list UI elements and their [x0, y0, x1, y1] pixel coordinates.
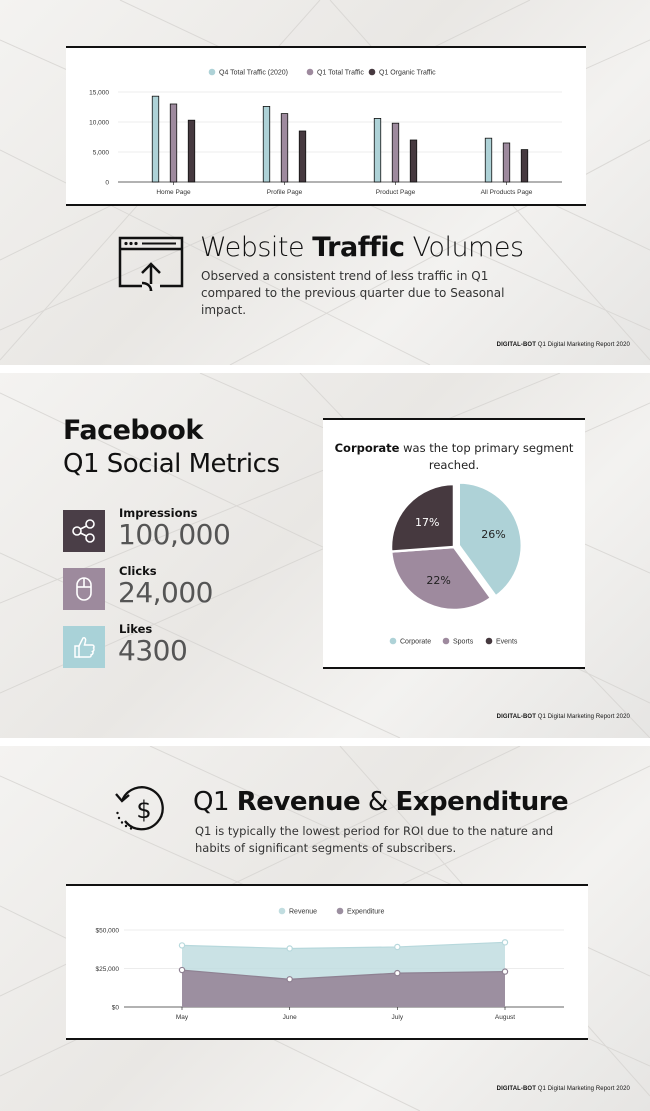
pie-value-label: 17% — [415, 516, 439, 529]
y-tick-label: $0 — [112, 1005, 120, 1012]
data-point — [394, 943, 401, 951]
x-tick-label: Product Page — [376, 189, 416, 196]
metric-label: Impressions — [119, 506, 198, 520]
traffic-subtitle: Observed a consistent trend of less traf… — [201, 269, 505, 317]
x-tick-label: June — [283, 1014, 297, 1021]
bar — [187, 119, 196, 183]
share-icon — [63, 510, 105, 552]
bar — [409, 139, 418, 183]
y-tick-label: $50,000 — [96, 928, 120, 935]
bar — [169, 103, 178, 183]
x-tick-label: Home Page — [156, 189, 191, 196]
dollar-cycle-icon: $ — [115, 786, 164, 831]
legend-marker — [306, 68, 314, 76]
pie-value-label: 26% — [481, 528, 505, 541]
data-point — [501, 939, 509, 946]
x-tick-label: May — [176, 1014, 189, 1021]
x-tick-label: July — [392, 1014, 404, 1021]
facebook-subtitle: Q1 Social Metrics — [63, 449, 280, 479]
bar — [520, 149, 529, 183]
legend-marker — [278, 907, 286, 915]
legend-marker — [336, 907, 344, 915]
traffic-panel: Q4 Total Traffic (2020) Q1 Total Traffic Q… — [0, 0, 650, 365]
svg-text:$: $ — [136, 796, 151, 824]
metric-value: 4300 — [118, 634, 188, 667]
metric-value: 24,000 — [118, 576, 213, 609]
metric-likes: Likes 4300 — [63, 622, 303, 669]
bar — [391, 122, 400, 183]
browser-upload-icon — [118, 236, 184, 292]
pie-title: Corporate was the top primary segment re… — [334, 441, 574, 472]
footer: DIGITAL-BOT Q1 Digital Marketing Report … — [496, 342, 630, 348]
data-point — [286, 945, 293, 952]
bar — [484, 137, 493, 183]
data-point — [178, 966, 186, 974]
metric-value: 100,000 — [118, 518, 231, 551]
pie-value-label: 22% — [426, 574, 450, 587]
y-tick-label: 15,000 — [89, 90, 109, 97]
revenue-title: Q1 Revenue & Expenditure — [193, 787, 569, 817]
traffic-title: Website Traffic Volumes — [200, 232, 524, 263]
area-line — [181, 941, 506, 950]
data-point — [286, 976, 293, 983]
pie-slice — [389, 482, 456, 553]
mouse-icon — [63, 568, 105, 610]
footer: DIGITAL-BOT Q1 Digital Marketing Report … — [496, 714, 630, 720]
y-tick-label: 0 — [105, 180, 109, 187]
footer: DIGITAL-BOT Q1 Digital Marketing Report … — [496, 1086, 630, 1092]
x-tick-label: Profile Page — [267, 189, 303, 196]
bar — [373, 118, 382, 183]
legend-marker — [368, 68, 376, 76]
data-point — [501, 968, 509, 975]
legend-label: Corporate — [400, 639, 431, 646]
area-fill — [182, 970, 505, 1007]
legend-label: Q4 Total Traffic (2020) — [219, 70, 288, 77]
bar — [280, 113, 289, 183]
bar — [298, 130, 307, 183]
legend-label: Q1 Total Traffic — [317, 70, 364, 77]
legend-marker — [389, 637, 397, 645]
legend-label: Expenditure — [347, 909, 384, 916]
legend-marker — [485, 637, 493, 645]
pie-slice — [457, 481, 524, 599]
bar — [502, 142, 511, 183]
metric-label: Clicks — [119, 564, 157, 578]
facebook-title: Facebook — [63, 415, 203, 446]
x-tick-label: All Products Page — [481, 189, 533, 196]
data-point — [178, 942, 186, 949]
y-tick-label: 5,000 — [93, 150, 110, 157]
segment-pie-chart: Corporate was the top primary segment re… — [323, 418, 585, 669]
pie-chart-canvas: 26% 22% 17% Corporate Sports Events — [389, 481, 524, 646]
facebook-panel: Facebook Q1 Social Metrics Impressions 1… — [0, 373, 650, 738]
area-chart-canvas: Revenue Expenditure $0 $25,000 $50,000 May Jun… — [96, 907, 564, 1021]
area-line — [181, 969, 506, 980]
data-point — [394, 969, 401, 977]
bar — [262, 106, 271, 183]
metric-impressions: Impressions 100,000 — [63, 506, 303, 553]
pie-slice — [389, 545, 493, 612]
legend-label: Q1 Organic Traffic — [379, 70, 436, 77]
legend-marker — [442, 637, 450, 645]
legend-marker — [208, 68, 216, 76]
x-tick-label: August — [495, 1014, 515, 1021]
thumbs-up-icon — [63, 626, 105, 668]
metric-label: Likes — [119, 622, 153, 636]
metric-clicks: Clicks 24,000 — [63, 564, 303, 611]
revenue-area-chart: Revenue Expenditure $0 $25,000 $50,000 May Jun… — [66, 884, 588, 1040]
y-tick-label: $25,000 — [96, 966, 120, 973]
revenue-subtitle: Q1 is typically the lowest period for RO… — [195, 824, 554, 855]
revenue-panel: $ Q1 Revenue & Expenditure Q1 is typical… — [0, 746, 650, 1111]
legend-label: Revenue — [289, 909, 317, 916]
traffic-bar-chart: Q4 Total Traffic (2020) Q1 Total Traffic Q… — [66, 46, 586, 206]
bar-chart-canvas: Q4 Total Traffic (2020) Q1 Total Traffic Q… — [89, 68, 562, 196]
legend-label: Sports — [453, 639, 474, 646]
legend-label: Events — [496, 639, 518, 646]
bar — [151, 95, 160, 183]
y-tick-label: 10,000 — [89, 120, 109, 127]
